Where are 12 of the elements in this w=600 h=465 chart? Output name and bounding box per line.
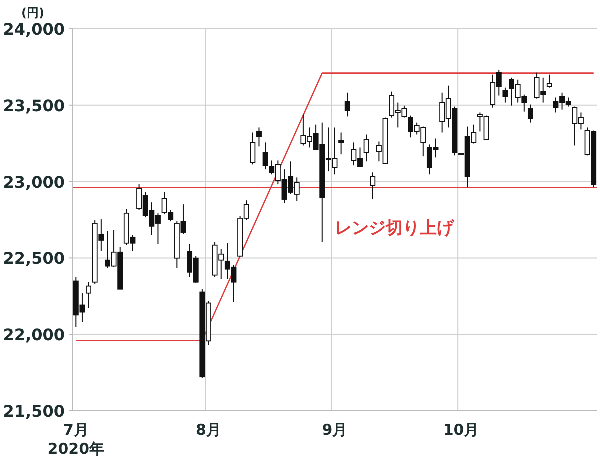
x-tick-label: 7月 2020年: [48, 421, 105, 458]
y-tick-label: 22,500: [3, 249, 65, 268]
x-tick-label: 8月: [196, 421, 222, 439]
y-axis-title: (円): [22, 6, 44, 20]
x-tick-label: 9月: [322, 421, 348, 439]
y-tick-label: 23,500: [3, 96, 65, 116]
x-tick-label: 10月: [443, 421, 480, 439]
y-tick-label: 22,000: [3, 326, 65, 345]
y-tick-label: 23,000: [3, 172, 65, 192]
annotation: レンジ切り上げ: [335, 218, 455, 238]
y-tick-label: 21,500: [3, 402, 65, 421]
y-tick-label: 24,000: [3, 20, 65, 39]
